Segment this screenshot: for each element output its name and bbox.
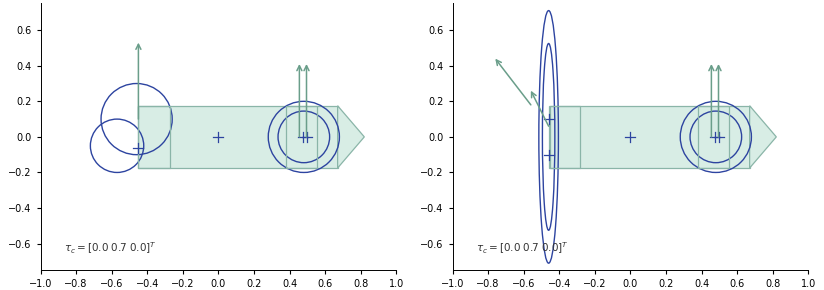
Bar: [550, 106, 750, 168]
Bar: [549, 106, 580, 168]
Polygon shape: [338, 106, 364, 168]
Text: $\tau_c = [0.0\;0.7\;0.0]^T$: $\tau_c = [0.0\;0.7\;0.0]^T$: [475, 241, 569, 256]
Bar: [286, 106, 317, 168]
Bar: [698, 106, 729, 168]
Polygon shape: [750, 106, 776, 168]
Bar: [138, 106, 338, 168]
Text: $\tau_c = [0.0\;0.7\;0.0]^T$: $\tau_c = [0.0\;0.7\;0.0]^T$: [63, 241, 157, 256]
Bar: [138, 106, 170, 168]
